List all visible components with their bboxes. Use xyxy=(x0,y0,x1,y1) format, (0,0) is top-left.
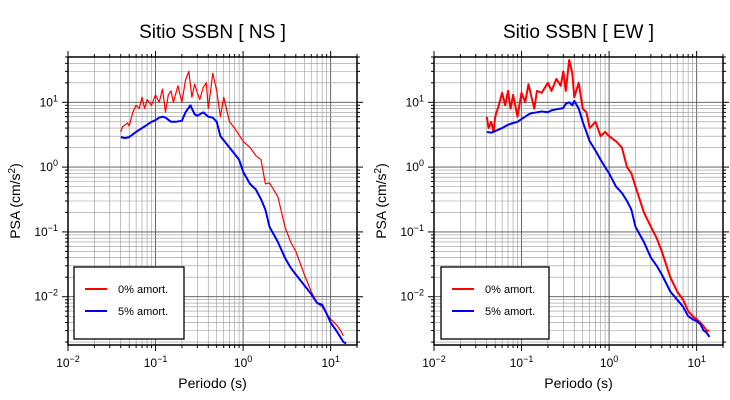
y-tick-label: 10−1 xyxy=(400,223,424,239)
legend: 0% amort. 5% amort. xyxy=(73,266,185,340)
legend-label: 5% amort. xyxy=(118,306,168,318)
x-tick-label: 100 xyxy=(234,354,252,370)
y-tick-label: 101 xyxy=(40,93,58,109)
legend-label: 0% amort. xyxy=(118,284,168,296)
legend: 0% amort. 5% amort. xyxy=(440,266,550,340)
y-axis-label: PSA (cm/s2) xyxy=(373,163,389,239)
x-tick-label: 10−2 xyxy=(56,354,80,370)
y-axis-label: PSA (cm/s2) xyxy=(7,163,23,239)
y-tick-label: 101 xyxy=(406,93,424,109)
series-line-undamped xyxy=(485,59,710,332)
x-axis-label: Periodo (s) xyxy=(178,375,246,391)
series-line-damped xyxy=(120,104,347,345)
y-tick-label: 10−2 xyxy=(34,288,58,304)
x-tick-label: 10−1 xyxy=(144,354,168,370)
legend-label: 5% amort. xyxy=(485,306,535,318)
x-tick-label: 101 xyxy=(687,354,705,370)
x-tick-label: 100 xyxy=(600,354,618,370)
x-tick-label: 101 xyxy=(321,354,339,370)
legend-label: 0% amort. xyxy=(485,284,535,296)
y-tick-label: 100 xyxy=(406,158,424,174)
x-axis-label: Periodo (s) xyxy=(544,375,612,391)
chart-2: 10−2 10−1 100 101 10−2 10−1 100 101 Sitio SSBN [… xyxy=(373,22,729,391)
series-line-undamped xyxy=(120,70,344,337)
y-tick-label: 100 xyxy=(40,158,58,174)
y-tick-label: 10−2 xyxy=(400,288,424,304)
legend-box xyxy=(440,266,550,340)
legend-box xyxy=(73,266,185,340)
x-tick-label: 10−2 xyxy=(422,354,446,370)
y-tick-label: 10−1 xyxy=(34,223,58,239)
series-line-damped xyxy=(486,99,711,338)
chart-title: Sitio SSBN [ EW ] xyxy=(503,22,654,43)
chart-1: 10−2 10−1 100 101 10−2 10−1 100 101 Sitio SSBN [… xyxy=(7,22,363,391)
chart-title: Sitio SSBN [ NS ] xyxy=(139,22,286,43)
x-tick-label: 10−1 xyxy=(510,354,534,370)
